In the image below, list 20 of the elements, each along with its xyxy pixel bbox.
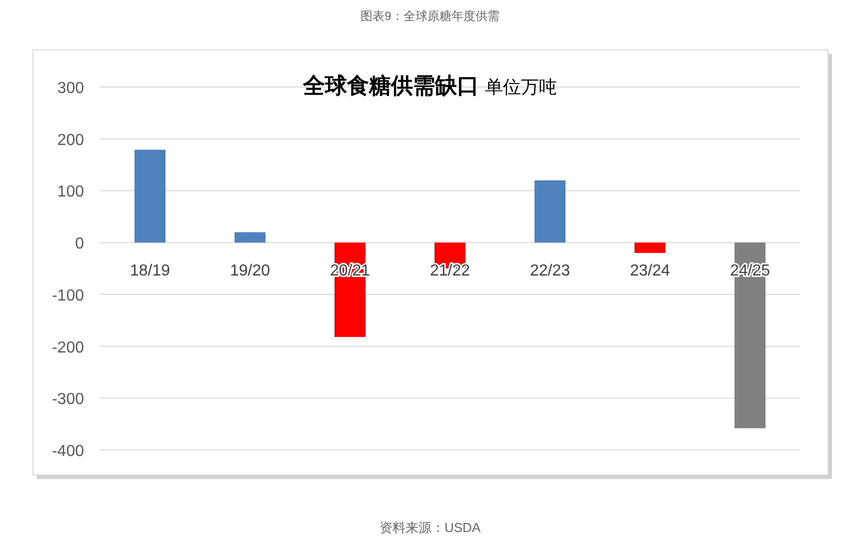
x-tick-label: 23/24 xyxy=(630,262,670,280)
bar xyxy=(234,232,266,243)
bar xyxy=(134,150,166,243)
bar xyxy=(534,180,566,243)
x-tick-label: 19/20 xyxy=(230,262,270,280)
chart-title: 全球食糖供需缺口 xyxy=(302,73,479,98)
bar xyxy=(634,242,666,253)
annotation: 单位万吨 xyxy=(485,77,557,97)
y-tick-label: 100 xyxy=(57,184,84,201)
y-tick-label: 300 xyxy=(57,80,84,97)
text: 图表9：全球原糖年度供需 xyxy=(360,9,500,23)
y-tick-label: -300 xyxy=(52,391,84,408)
x-tick-label: 18/19 xyxy=(130,262,170,280)
text: 资料来源：USDA xyxy=(379,520,481,535)
y-tick-label: -400 xyxy=(52,443,84,460)
y-tick-label: 0 xyxy=(75,236,84,253)
x-tick-label: 22/23 xyxy=(530,262,570,280)
y-tick-label: -200 xyxy=(52,339,84,356)
y-tick-label: -100 xyxy=(52,287,84,304)
y-tick-label: 200 xyxy=(57,132,84,149)
